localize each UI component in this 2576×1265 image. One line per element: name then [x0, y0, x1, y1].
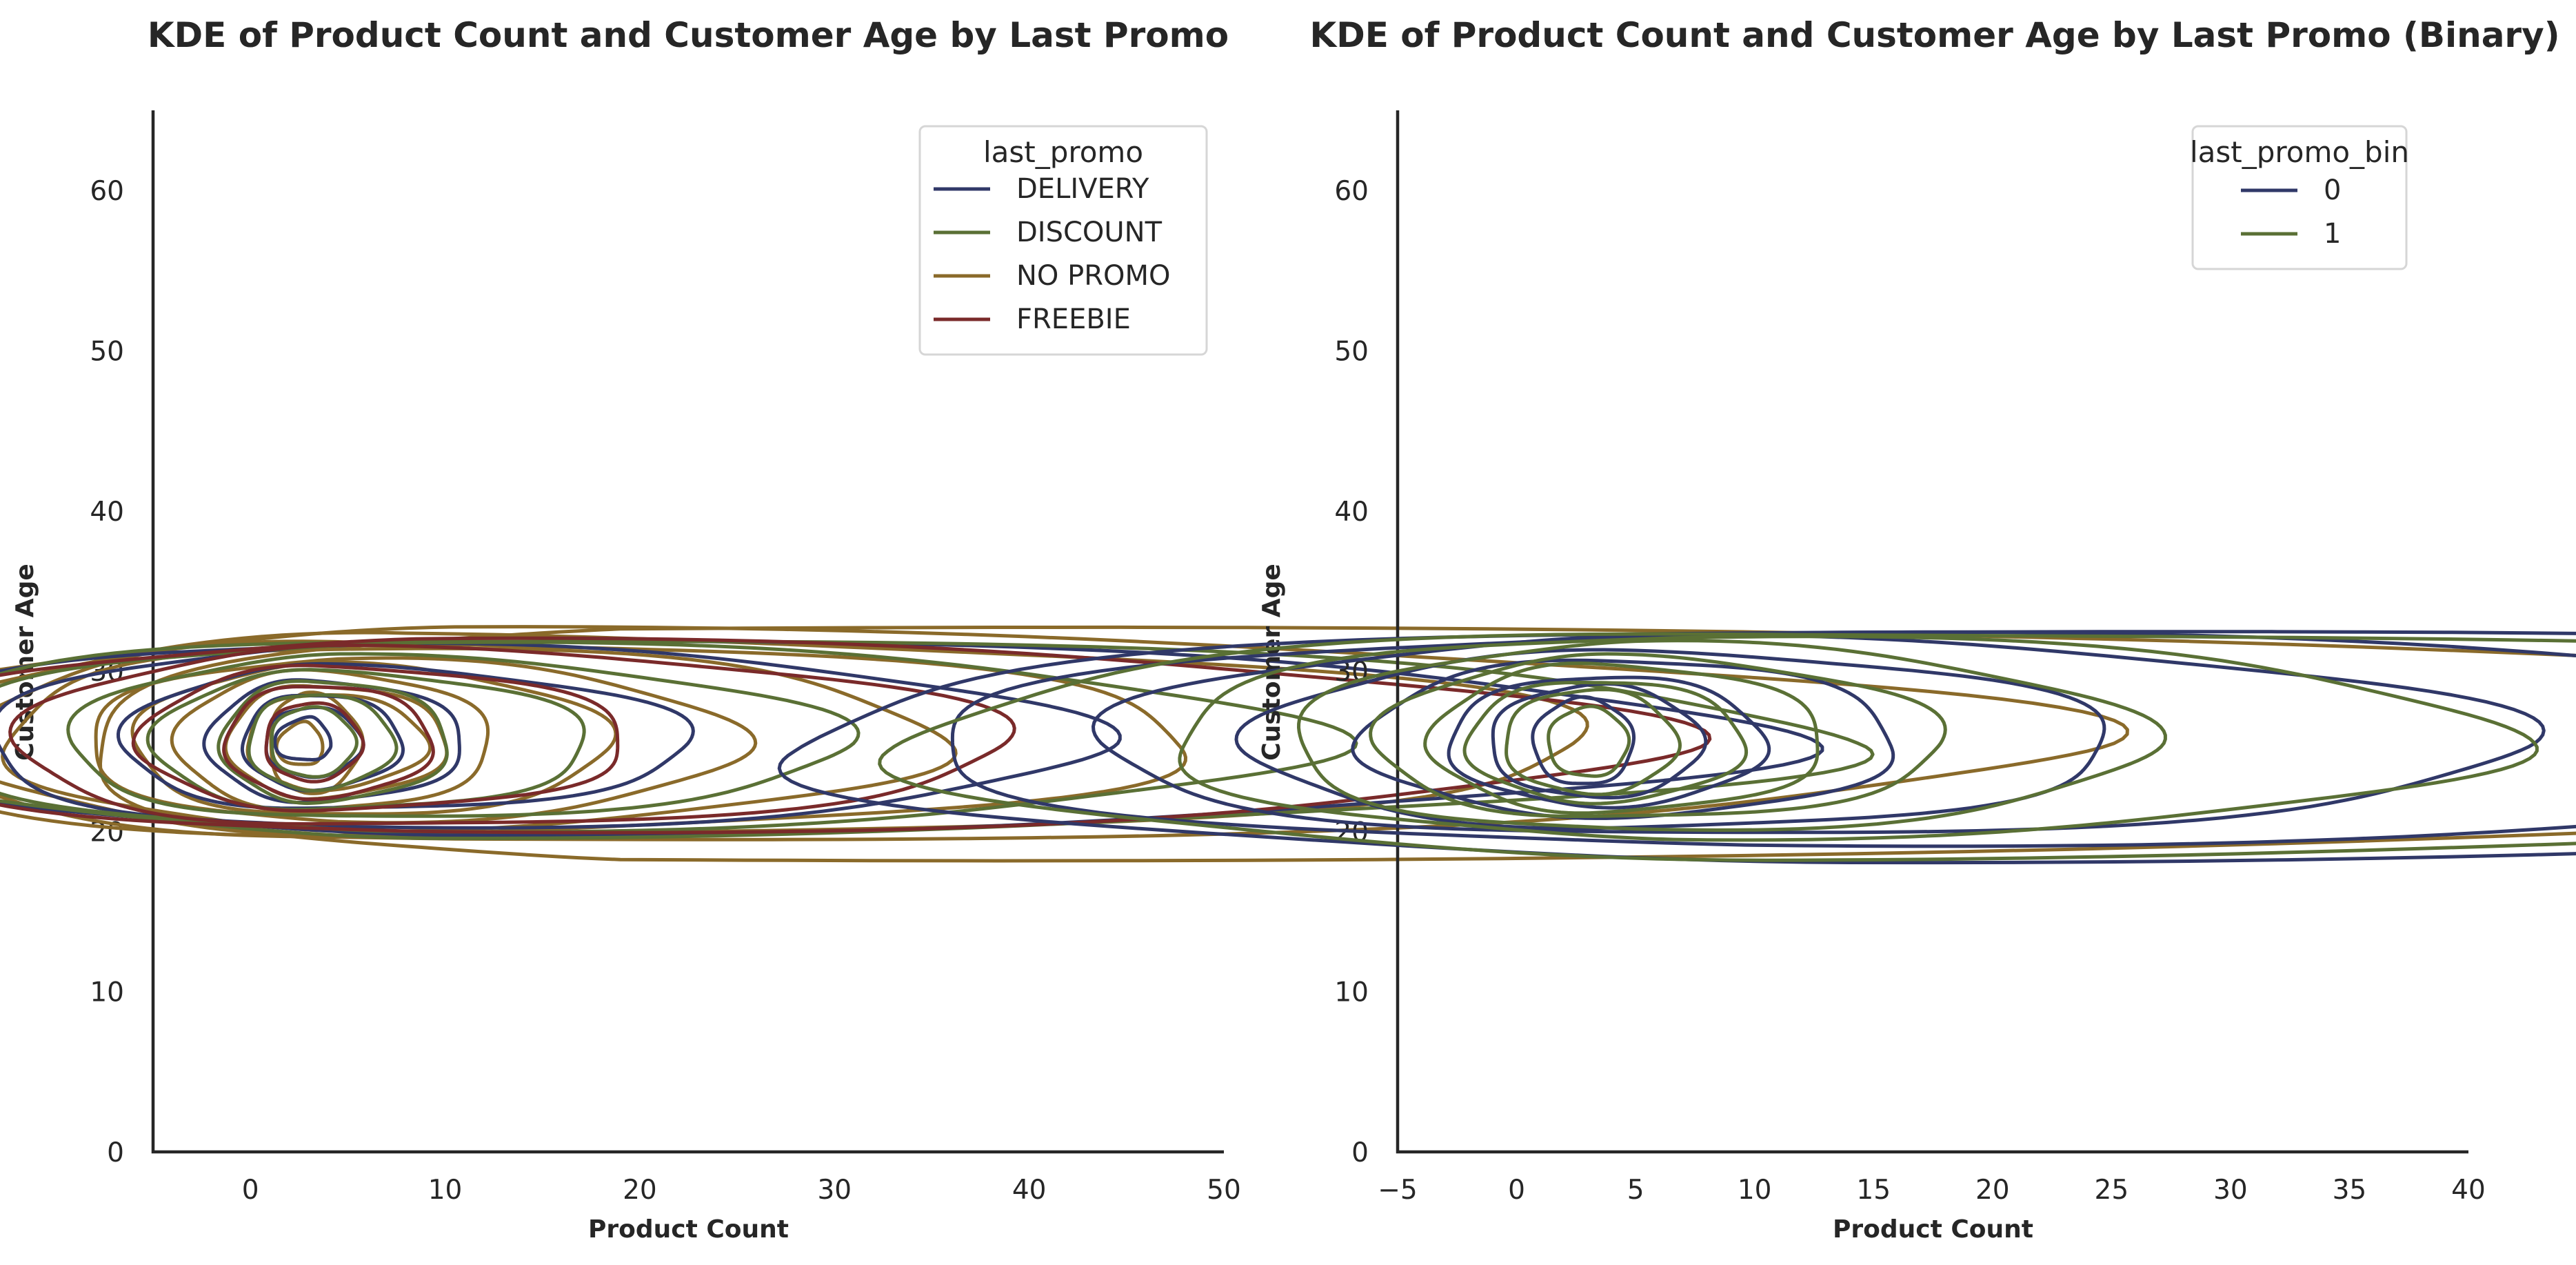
- contour-level: [1369, 652, 1947, 818]
- y-tick-label: 40: [90, 497, 124, 528]
- series-0: [777, 630, 2576, 865]
- x-tick-label: 25: [2095, 1175, 2129, 1206]
- y-tick-label: 50: [90, 336, 124, 367]
- x-tick-label: 20: [1975, 1175, 2010, 1206]
- contour-level: [1531, 695, 1636, 786]
- chart-title: KDE of Product Count and Customer Age by…: [1309, 15, 2559, 55]
- y-tick-label: 0: [1351, 1137, 1369, 1168]
- contour-level: [950, 630, 2576, 848]
- contour-level: [66, 652, 861, 818]
- contour-level: [273, 715, 333, 761]
- contour-level: [131, 664, 620, 813]
- contour-level: [170, 668, 490, 812]
- contour-level: [878, 632, 2576, 862]
- contour-level: [1091, 632, 2546, 835]
- legend: last_promo DELIVERY DISCOUNT NO PROMO FREEBI…: [918, 125, 1208, 356]
- contour-level: [8, 643, 1016, 826]
- contour-level: [99, 625, 2576, 863]
- contour-level: [247, 693, 399, 793]
- x-tick-label: 0: [1508, 1175, 1525, 1206]
- legend-entry: DELIVERY: [1016, 173, 1149, 205]
- x-axis-label: Product Count: [588, 1215, 789, 1244]
- contour-level: [1505, 688, 1682, 797]
- y-axis-label: Customer Age: [1258, 564, 1286, 761]
- y-tick-label: 0: [107, 1137, 124, 1168]
- contour-level: [1297, 639, 2167, 832]
- series-1: [878, 632, 2576, 862]
- legend-entry: 0: [2324, 175, 2341, 206]
- contour-level: [217, 679, 449, 806]
- legend: last_promo_bin 0 1: [2190, 125, 2409, 270]
- chart-panel-1: KDE of Product Count and Customer Age by…: [0, 15, 2576, 1244]
- x-tick-label: 20: [623, 1175, 657, 1206]
- contour-level: [0, 639, 1187, 837]
- x-tick-label: 0: [242, 1175, 259, 1206]
- legend-entry: FREEBIE: [1016, 303, 1131, 335]
- y-tick-label: 60: [90, 176, 124, 207]
- x-tick-label: 35: [2333, 1175, 2367, 1206]
- contour-level: [0, 625, 2129, 841]
- axis-spines: [1396, 110, 2468, 1154]
- contour-level: [264, 701, 365, 784]
- legend-entry: 1: [2324, 218, 2341, 250]
- contour-level: [117, 661, 695, 810]
- y-tick-label: 10: [1334, 977, 1369, 1008]
- contour-level: [1547, 704, 1631, 778]
- y-tick-label: 50: [1334, 336, 1369, 367]
- x-tick-label: 5: [1627, 1175, 1644, 1206]
- x-tick-label: 50: [1207, 1175, 1241, 1206]
- contour-level: [1, 646, 958, 833]
- x-tick-label: 40: [2451, 1175, 2486, 1206]
- axis-spines: [151, 110, 1224, 1154]
- contour-level: [0, 640, 1358, 834]
- x-tick-label: 10: [428, 1175, 463, 1206]
- y-tick-label: 60: [1334, 176, 1369, 207]
- x-axis-label: Product Count: [1833, 1215, 2033, 1244]
- legend-entry: DISCOUNT: [1016, 217, 1163, 248]
- legend-title: last_promo_bin: [2190, 135, 2409, 169]
- contour-level: [777, 630, 2576, 865]
- y-tick-label: 10: [90, 977, 124, 1008]
- x-tick-label: 30: [2213, 1175, 2248, 1206]
- contour-level: [1462, 681, 1749, 806]
- x-tick-label: 15: [1856, 1175, 1891, 1206]
- y-tick-label: 40: [1334, 497, 1369, 528]
- chart-panel-2: KDE of Product Count and Customer Age by…: [777, 15, 2576, 1244]
- contour-level: [270, 705, 359, 779]
- legend-box: [918, 125, 1208, 356]
- contour-level: [1423, 661, 1820, 815]
- x-tick-label: 30: [817, 1175, 852, 1206]
- x-tick-label: 40: [1012, 1175, 1047, 1206]
- contour-level: [0, 641, 1122, 830]
- contour-level: [1234, 648, 2106, 830]
- chart-title: KDE of Product Count and Customer Age by…: [148, 15, 1229, 55]
- legend-title: last_promo: [983, 135, 1143, 169]
- contour-level: [1491, 681, 1708, 799]
- contour-level: [1447, 675, 1771, 810]
- legend-entry: NO PROMO: [1016, 260, 1171, 292]
- y-axis-label: Customer Age: [11, 564, 39, 761]
- x-tick-label: −5: [1378, 1175, 1418, 1206]
- contour-level: [222, 685, 435, 801]
- x-tick-label: 10: [1738, 1175, 1772, 1206]
- contour-level: [1178, 635, 2539, 842]
